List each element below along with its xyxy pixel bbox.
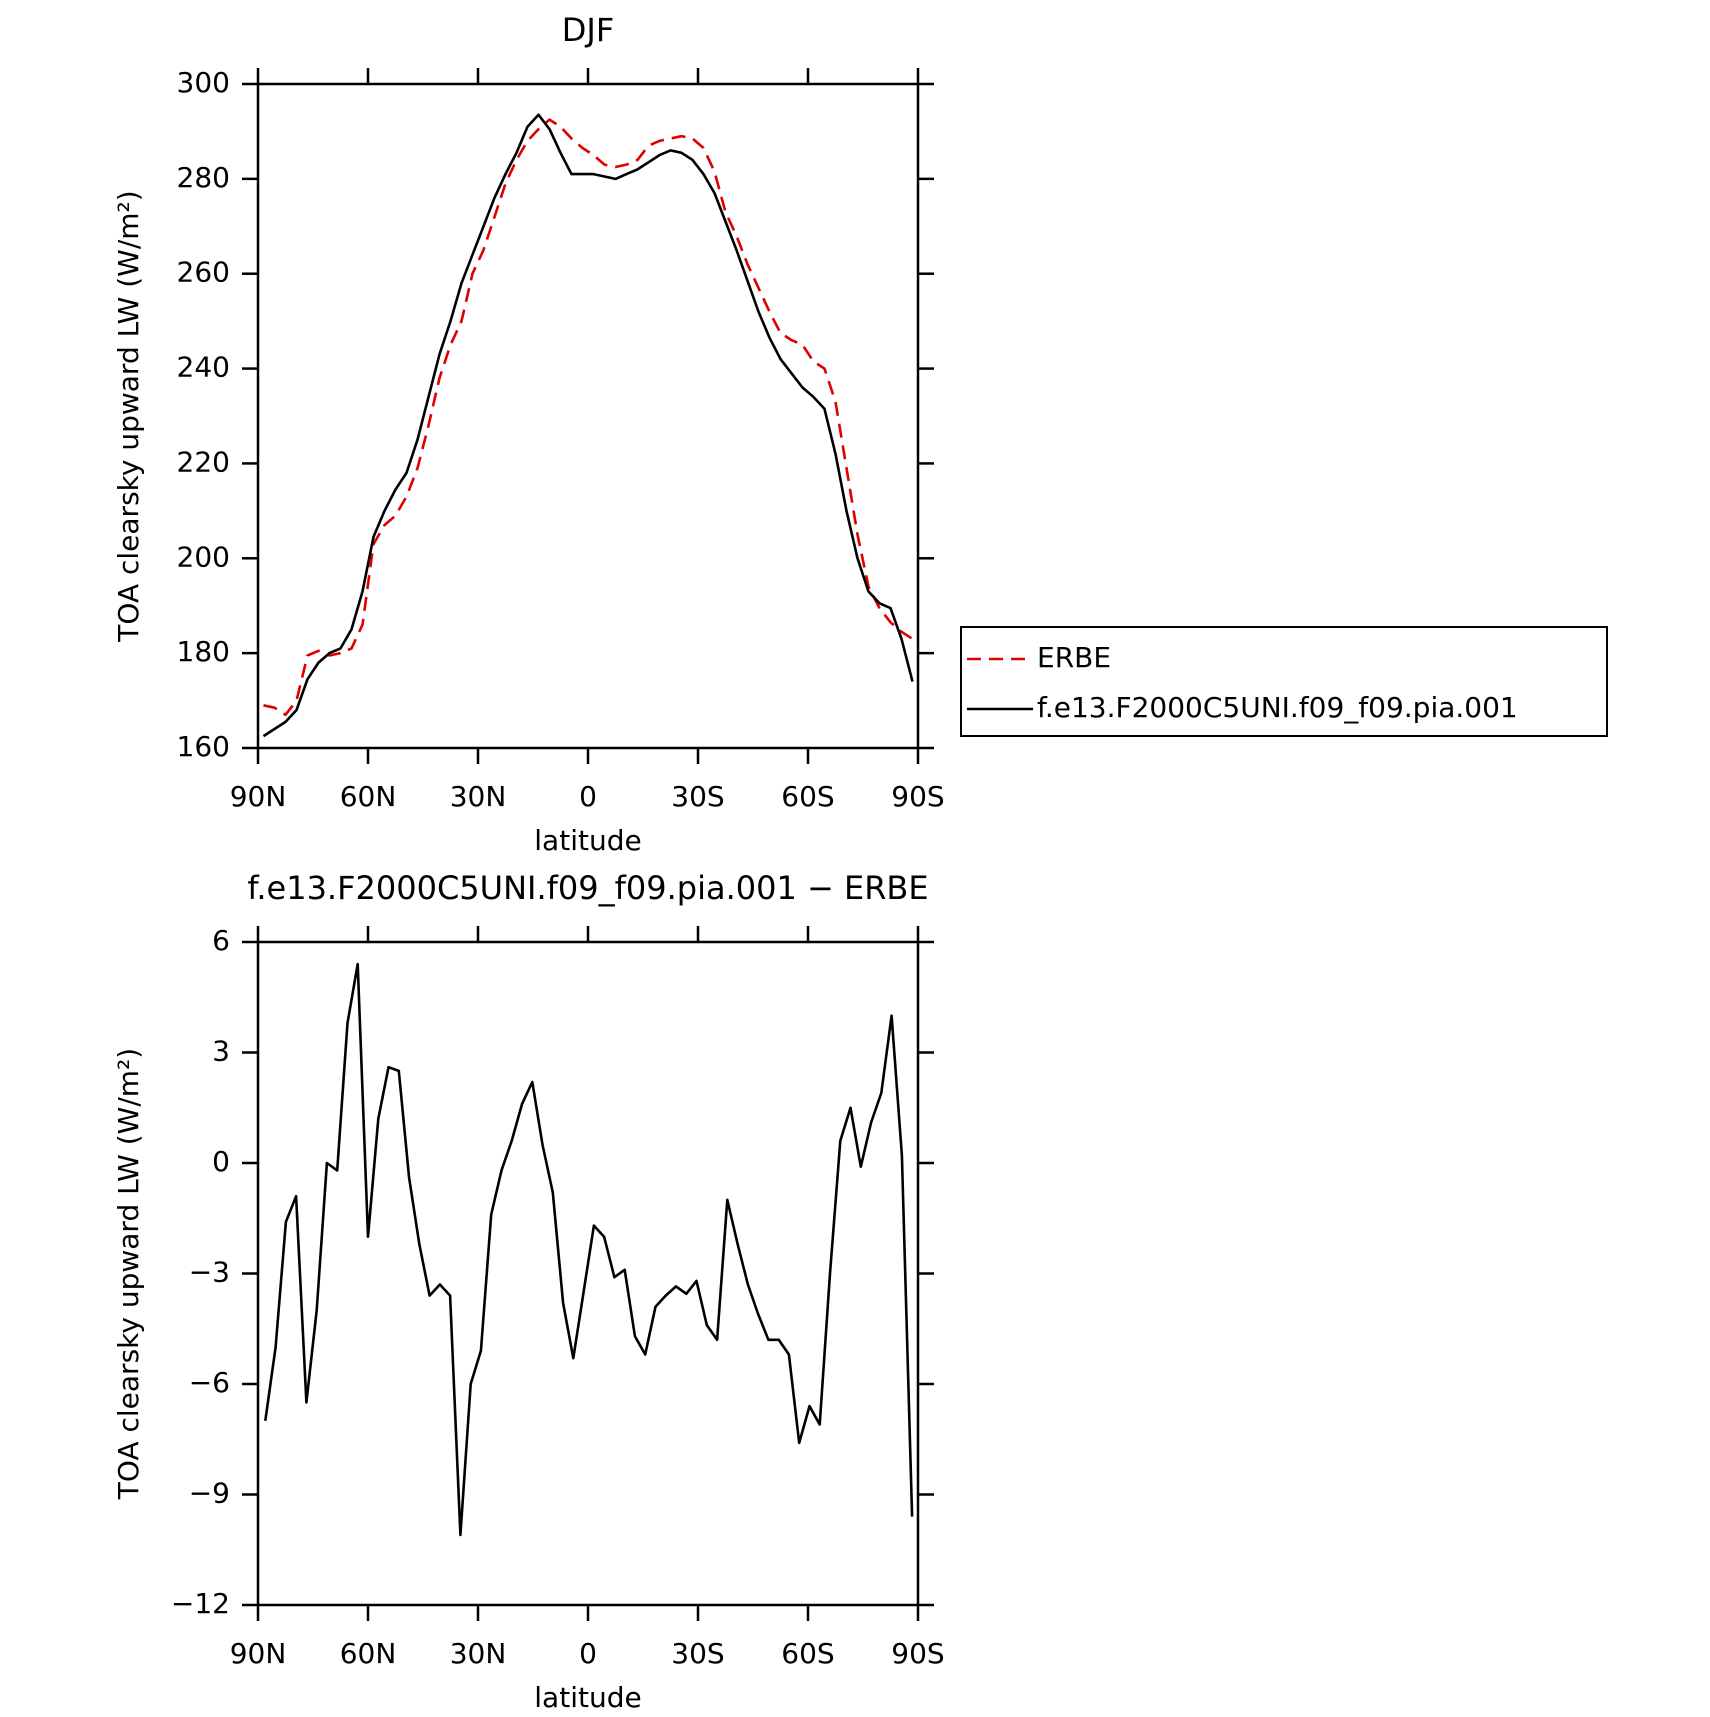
y-tick-label: 280 [177,161,230,194]
x-tick-label: 0 [579,780,597,813]
y-tick-label: 160 [177,730,230,763]
chart-title: DJF [562,11,614,49]
y-axis-label: TOA clearsky upward LW (W/m²) [112,190,145,642]
x-axis-label: latitude [534,824,641,857]
legend-label: ERBE [1037,641,1111,674]
y-tick-label: 200 [177,540,230,573]
y-tick-label: 0 [212,1145,230,1178]
x-tick-label: 30N [450,780,507,813]
y-tick-label: −3 [189,1256,230,1289]
y-tick-label: −9 [189,1477,230,1510]
x-tick-label: 90N [230,780,287,813]
y-tick-label: 260 [177,256,230,289]
data-line [262,113,914,738]
y-tick-label: 180 [177,635,230,668]
chart-title: f.e13.F2000C5UNI.f09_f09.pia.001 − ERBE [247,869,928,907]
plot-frame [256,940,920,1607]
x-tick-label: 0 [579,1637,597,1670]
y-tick-label: 6 [212,924,230,957]
legend-label: f.e13.F2000C5UNI.f09_f09.pia.001 [1037,691,1518,724]
x-tick-label: 30N [450,1637,507,1670]
y-tick-label: 300 [177,66,230,99]
y-tick-label: 3 [212,1035,230,1068]
x-tick-label: 90S [891,780,944,813]
x-tick-label: 30S [671,780,724,813]
x-tick-label: 60S [781,1637,834,1670]
y-tick-label: −12 [171,1587,230,1620]
x-tick-label: 90S [891,1637,944,1670]
data-line [264,962,914,1537]
y-tick-label: 220 [177,445,230,478]
y-tick-label: 240 [177,351,230,384]
x-tick-label: 60N [340,780,397,813]
y-tick-label: −6 [189,1366,230,1399]
x-tick-label: 30S [671,1637,724,1670]
legend-box [960,626,1608,737]
y-axis-label: TOA clearsky upward LW (W/m²) [112,1048,145,1500]
data-line [263,118,914,717]
x-tick-label: 60S [781,780,834,813]
x-tick-label: 90N [230,1637,287,1670]
x-axis-label: latitude [534,1681,641,1714]
x-tick-label: 60N [340,1637,397,1670]
plot-frame [256,82,920,750]
